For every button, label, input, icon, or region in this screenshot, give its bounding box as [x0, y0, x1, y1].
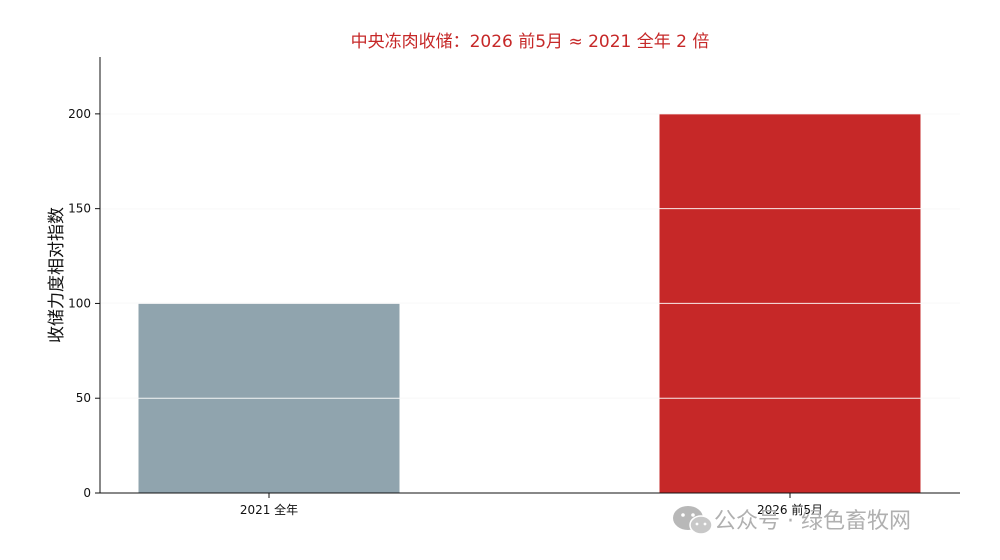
grid-overlay — [100, 113, 960, 399]
y-ticks: 0 50 100 150 200 — [68, 107, 100, 500]
y-tick-label: 150 — [68, 202, 91, 216]
y-tick-label: 200 — [68, 107, 91, 121]
watermark: 公众号 · 绿色畜牧网 — [673, 506, 911, 535]
y-tick-label: 0 — [83, 486, 91, 500]
chart-title: 中央冻肉收储：2026 前5月 ≈ 2021 全年 2 倍 — [351, 32, 710, 52]
x-ticks: 2021 全年 2026 前5月 — [240, 493, 823, 517]
wechat-icon — [673, 506, 713, 535]
watermark-text: 公众号 · 绿色畜牧网 — [714, 509, 911, 534]
x-tick-label: 2021 全年 — [240, 502, 298, 517]
y-tick-label: 100 — [68, 296, 91, 310]
y-axis-label: 收储力度相对指数 — [47, 207, 67, 343]
y-tick-label: 50 — [76, 391, 91, 405]
x-tick-label: 2026 前5月 — [757, 502, 823, 517]
